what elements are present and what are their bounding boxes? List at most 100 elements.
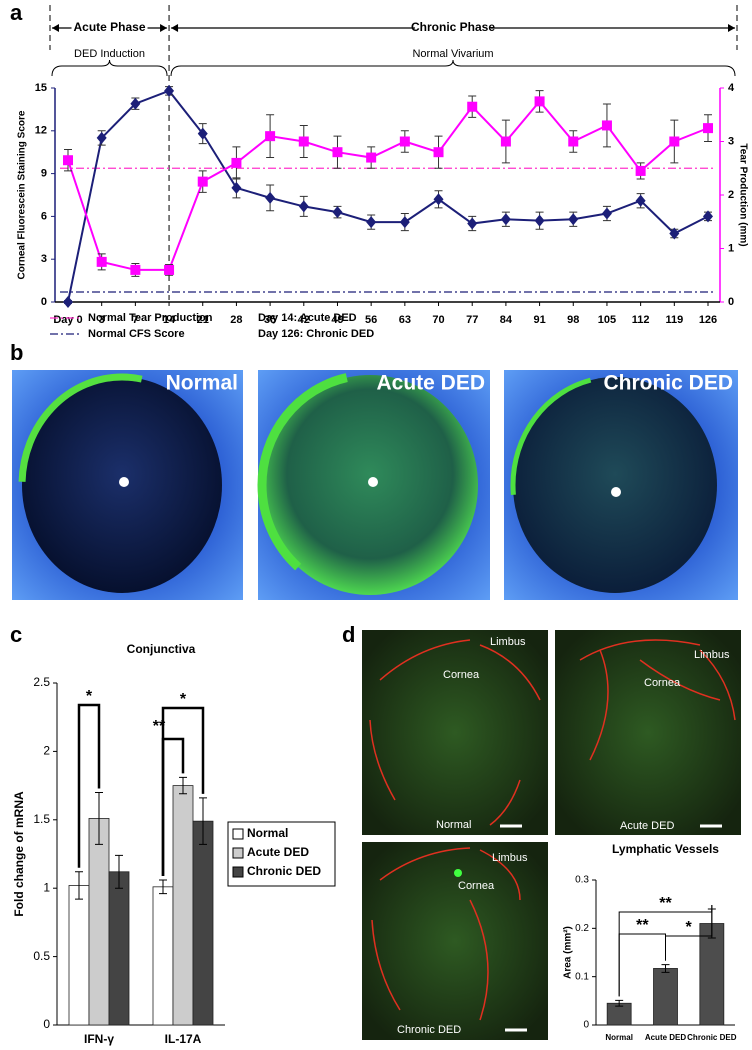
legend-label: Acute DED: [247, 845, 309, 859]
x-tick-label: 21: [197, 314, 209, 326]
series-line: [67, 89, 709, 303]
y2-tick-label: 2: [728, 189, 734, 201]
y-tick-label: 0.2: [575, 923, 589, 934]
note: Day 14: Acute DED: [258, 312, 357, 324]
bar: [172, 785, 194, 1026]
point: [231, 181, 242, 194]
y2-tick-label: 3: [728, 135, 734, 147]
point: [164, 84, 175, 97]
y2-tick-label: 1: [728, 242, 734, 254]
vessels: [369, 639, 541, 826]
x-tick-label: IL-17A: [165, 1032, 202, 1046]
point: [399, 136, 410, 147]
x-tick-label: 126: [699, 314, 717, 326]
x-tick-label: Chronic DED: [687, 1033, 737, 1042]
significance-label: **: [659, 895, 672, 912]
point: [703, 123, 713, 134]
subphase-label: DED Induction: [74, 48, 145, 60]
y-tick-label: 6: [41, 210, 47, 222]
subphase-label: Normal Vivarium: [412, 48, 493, 60]
series-line: [67, 99, 709, 271]
chart-title: Conjunctiva: [127, 642, 196, 656]
significance-bracket: [161, 706, 205, 876]
point: [298, 136, 309, 147]
x-tick-label: 119: [665, 314, 683, 326]
micrograph-label: Normal: [436, 819, 471, 831]
y-tick-label: 0.3: [575, 875, 589, 886]
y-axis-title: Fold change of mRNA: [12, 791, 26, 917]
x-tick-label: 84: [500, 314, 513, 326]
x-tick-label: 91: [533, 314, 545, 326]
point: [366, 216, 377, 229]
x-tick-label: Day 0: [53, 314, 82, 326]
point: [669, 227, 680, 240]
y-axis-title: Area (mm²): [563, 926, 574, 979]
photo-label: Chronic DED: [603, 372, 733, 395]
micrograph-label: Limbus: [490, 636, 526, 648]
x-tick-label: Normal: [605, 1033, 633, 1042]
reflection: [611, 487, 621, 497]
photo-label: Acute DED: [376, 372, 485, 395]
point: [366, 152, 377, 163]
x-tick-label: 3: [99, 314, 105, 326]
point: [635, 165, 646, 176]
point: [534, 214, 545, 227]
y2-tick-label: 0: [728, 296, 734, 308]
y-tick-label: 15: [35, 82, 47, 94]
legend-label: Normal: [247, 826, 288, 840]
point: [500, 136, 511, 147]
significance-bracket: [77, 703, 101, 868]
point: [265, 131, 276, 142]
significance-label: *: [86, 688, 93, 705]
x-tick-label: Acute DED: [645, 1033, 687, 1042]
point: [601, 207, 612, 220]
point: [635, 194, 646, 207]
panel-label: a: [10, 0, 23, 25]
y-tick-label: 2.5: [33, 675, 50, 689]
point: [500, 213, 511, 226]
label-bg: [415, 20, 492, 36]
x-tick-label: 14: [163, 314, 176, 326]
photo-label: Normal: [166, 372, 238, 395]
x-tick-label: 28: [230, 314, 242, 326]
significance-bracket: [665, 905, 713, 961]
point: [568, 136, 579, 147]
x-tick-label: 105: [598, 314, 616, 326]
panel-label: c: [10, 622, 22, 647]
label-bg: [71, 20, 148, 36]
y2-tick-label: 4: [728, 82, 735, 94]
point: [197, 176, 208, 187]
panel-label: b: [10, 340, 23, 365]
legend-label: Normal Tear Production: [88, 312, 213, 324]
x-tick-label: 49: [331, 314, 343, 326]
error-bar: [75, 871, 83, 900]
error-bar: [159, 879, 167, 895]
y-tick-label: 0: [583, 1020, 589, 1031]
y-axis-title: Corneal Fluorescein Staining Score: [17, 110, 28, 279]
micrograph-label: Cornea: [443, 669, 480, 681]
point: [130, 264, 141, 275]
x-tick-label: 42: [298, 314, 310, 326]
point: [399, 216, 410, 229]
chart-title: Lymphatic Vessels: [612, 842, 719, 856]
error-bar: [179, 776, 187, 795]
point: [96, 131, 107, 144]
x-tick-label: 7: [132, 314, 138, 326]
phase-label: Acute Phase: [74, 20, 146, 34]
y-tick-label: 1: [43, 880, 50, 894]
error-bar: [115, 854, 123, 889]
y-tick-label: 3: [41, 253, 47, 265]
micrograph-panel: Limbus Cornea Normal Limbus Cornea Acute…: [362, 630, 741, 1040]
legend-swatch: [232, 847, 244, 859]
phase-label: Chronic Phase: [411, 20, 495, 34]
photo-panel: Normal Acute DED Chronic DED b: [10, 340, 738, 600]
point: [63, 155, 73, 166]
y-tick-label: 0.5: [33, 949, 50, 963]
legend-label: Chronic DED: [247, 864, 321, 878]
significance-label: *: [180, 691, 187, 708]
micrograph-label: Cornea: [644, 677, 681, 689]
eye: [510, 374, 720, 596]
bar: [653, 968, 678, 1026]
point: [433, 193, 444, 206]
point: [568, 213, 579, 226]
